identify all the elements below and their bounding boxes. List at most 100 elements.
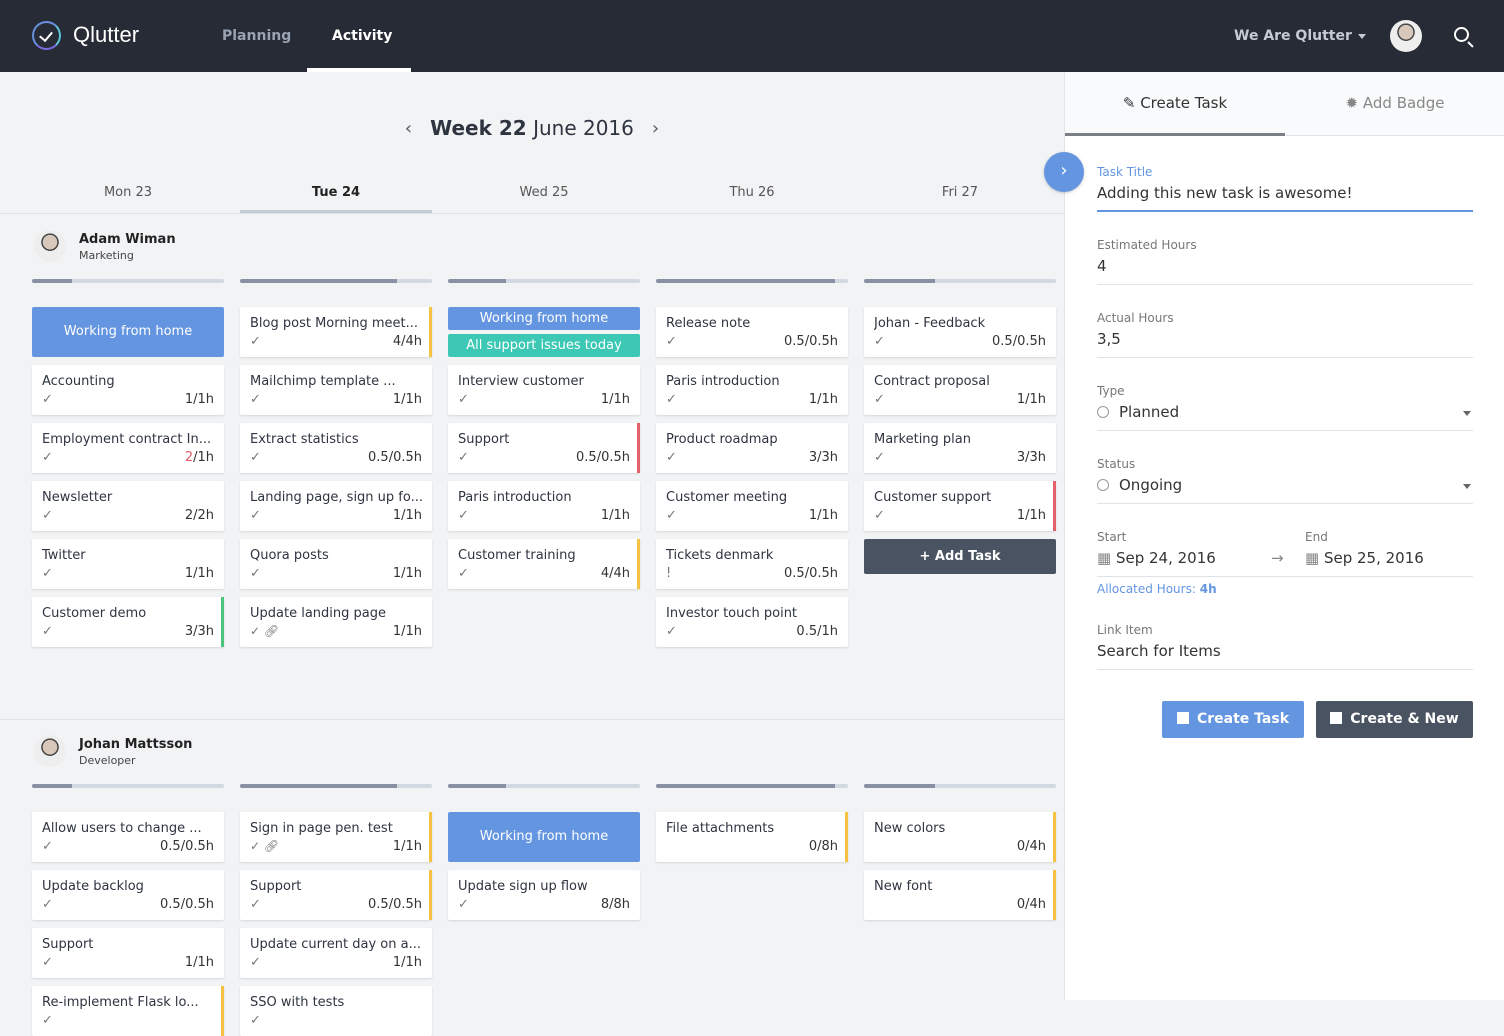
task-card[interactable]: Customer demo ✓ 3/3h xyxy=(32,597,224,647)
task-card[interactable]: Customer meeting ✓ 1/1h xyxy=(656,481,848,531)
task-card[interactable]: Update current day on a... ✓ 1/1h xyxy=(240,928,432,978)
check-icon[interactable]: ✓ xyxy=(42,624,53,639)
create-and-new-button[interactable]: Create & New xyxy=(1316,701,1473,738)
check-icon[interactable]: ✓ xyxy=(42,839,53,854)
working-from-home-card[interactable]: Working from home xyxy=(32,307,224,357)
check-icon[interactable]: ✓ xyxy=(458,897,469,912)
task-card[interactable]: New font 0/4h xyxy=(864,870,1056,920)
task-card[interactable]: Customer training ✓ 4/4h xyxy=(448,539,640,589)
check-icon[interactable]: ✓ xyxy=(250,955,261,970)
task-card[interactable]: Accounting ✓ 1/1h xyxy=(32,365,224,415)
check-icon[interactable]: ✓ xyxy=(42,897,53,912)
task-card[interactable]: Update backlog ✓ 0.5/0.5h xyxy=(32,870,224,920)
task-card[interactable]: Support ✓ 0.5/0.5h xyxy=(240,870,432,920)
task-card[interactable]: SSO with tests ✓ xyxy=(240,986,432,1036)
task-card[interactable]: Extract statistics ✓ 0.5/0.5h xyxy=(240,423,432,473)
check-icon[interactable]: ✓ xyxy=(42,955,53,970)
day-header[interactable]: Wed 25 xyxy=(519,185,569,200)
task-card[interactable]: Blog post Morning meet... ✓ 4/4h xyxy=(240,307,432,357)
task-card[interactable]: Sign in page pen. test ✓ 🔗︎ 1/1h xyxy=(240,812,432,862)
user-avatar[interactable] xyxy=(1390,20,1422,52)
task-card[interactable]: New colors 0/4h xyxy=(864,812,1056,862)
check-icon[interactable]: ✓ xyxy=(874,392,885,407)
task-card[interactable]: Tickets denmark! 0.5/0.5h xyxy=(656,539,848,589)
check-link-icons[interactable]: ✓ 🔗︎ xyxy=(250,839,280,853)
actual-hours-input[interactable]: 3,5 xyxy=(1097,330,1473,358)
nav-planning[interactable]: Planning xyxy=(222,28,292,44)
org-switcher[interactable]: We Are Qlutter xyxy=(1234,28,1366,44)
end-date-input[interactable]: Sep 25, 2016 xyxy=(1323,549,1424,567)
check-icon[interactable]: ✓ xyxy=(666,450,677,465)
task-card[interactable]: Allow users to change ... ✓ 0.5/0.5h xyxy=(32,812,224,862)
task-card[interactable]: Investor touch point ✓ 0.5/1h xyxy=(656,597,848,647)
tab-add-badge[interactable]: ✹ Add Badge xyxy=(1285,72,1504,136)
check-icon[interactable]: ✓ xyxy=(874,508,885,523)
task-card[interactable]: Newsletter ✓ 2/2h xyxy=(32,481,224,531)
day-header[interactable]: Thu 26 xyxy=(729,185,775,200)
check-icon[interactable]: ✓ xyxy=(666,334,677,349)
check-icon[interactable]: ✓ xyxy=(458,450,469,465)
create-task-button[interactable]: Create Task xyxy=(1162,701,1304,738)
alert-icon[interactable]: ! xyxy=(666,566,672,581)
task-card[interactable]: Contract proposal ✓ 1/1h xyxy=(864,365,1056,415)
task-card[interactable]: Support ✓ 0.5/0.5h xyxy=(448,423,640,473)
check-icon[interactable]: ✓ xyxy=(250,1013,261,1028)
day-header[interactable]: Mon 23 xyxy=(103,185,153,200)
task-card[interactable]: Product roadmap ✓ 3/3h xyxy=(656,423,848,473)
collapse-panel-button[interactable]: › xyxy=(1044,152,1084,192)
check-icon[interactable]: ✓ xyxy=(458,392,469,407)
task-card[interactable]: File attachments 0/8h xyxy=(656,812,848,862)
task-card[interactable]: Employment contract In... ✓ 2/1h xyxy=(32,423,224,473)
status-select[interactable]: Ongoing xyxy=(1097,476,1473,504)
check-icon[interactable]: ✓ xyxy=(874,334,885,349)
task-card[interactable]: Paris introduction ✓ 1/1h xyxy=(448,481,640,531)
task-card[interactable]: Landing page, sign up fo... ✓ 1/1h xyxy=(240,481,432,531)
check-link-icons[interactable]: ✓ 🔗︎ xyxy=(250,624,280,638)
working-from-home-card[interactable]: Working from home xyxy=(448,812,640,862)
task-card[interactable]: Mailchimp template ... ✓ 1/1h xyxy=(240,365,432,415)
check-icon[interactable]: ✓ xyxy=(42,392,53,407)
start-date-input[interactable]: Sep 24, 2016 xyxy=(1115,549,1216,567)
check-icon[interactable]: ✓ xyxy=(250,392,261,407)
task-card[interactable]: Customer support ✓ 1/1h xyxy=(864,481,1056,531)
check-icon[interactable]: ✓ xyxy=(458,566,469,581)
search-icon[interactable] xyxy=(1454,27,1469,42)
check-icon[interactable]: ✓ xyxy=(250,897,261,912)
check-icon[interactable]: ✓ xyxy=(874,450,885,465)
check-icon[interactable]: ✓ xyxy=(250,566,261,581)
task-card[interactable]: Update sign up flow ✓ 8/8h xyxy=(448,870,640,920)
check-icon[interactable]: ✓ xyxy=(42,450,53,465)
type-select[interactable]: Planned xyxy=(1097,403,1473,431)
working-from-home-card[interactable]: Working from home All support issues toda… xyxy=(448,307,640,357)
check-icon[interactable]: ✓ xyxy=(250,508,261,523)
task-card[interactable]: Twitter ✓ 1/1h xyxy=(32,539,224,589)
check-icon[interactable]: ✓ xyxy=(42,566,53,581)
check-icon[interactable]: ✓ xyxy=(458,508,469,523)
task-card[interactable]: Update landing page ✓ 🔗︎ 1/1h xyxy=(240,597,432,647)
task-card[interactable]: Support ✓ 1/1h xyxy=(32,928,224,978)
estimated-hours-input[interactable]: 4 xyxy=(1097,257,1473,285)
task-card[interactable]: Marketing plan ✓ 3/3h xyxy=(864,423,1056,473)
check-icon[interactable]: ✓ xyxy=(250,334,261,349)
check-icon[interactable]: ✓ xyxy=(250,450,261,465)
task-card[interactable]: Paris introduction ✓ 1/1h xyxy=(656,365,848,415)
tab-create-task[interactable]: ✎ Create Task xyxy=(1065,72,1285,136)
day-header[interactable]: Tue 24 xyxy=(311,185,361,200)
check-icon[interactable]: ✓ xyxy=(666,392,677,407)
task-title-input[interactable]: Adding this new task is awesome! xyxy=(1097,184,1473,212)
check-icon[interactable]: ✓ xyxy=(42,508,53,523)
task-card[interactable]: Johan - Feedback ✓ 0.5/0.5h xyxy=(864,307,1056,357)
task-card[interactable]: Quora posts ✓ 1/1h xyxy=(240,539,432,589)
task-card[interactable]: Re-implement Flask lo... ✓ xyxy=(32,986,224,1036)
nav-activity[interactable]: Activity xyxy=(332,28,393,44)
link-item-search[interactable]: Search for Items xyxy=(1097,642,1473,670)
check-icon[interactable]: ✓ xyxy=(666,508,677,523)
prev-week-button[interactable]: ‹ xyxy=(404,117,413,139)
add-task-button[interactable]: + Add Task xyxy=(864,539,1056,574)
next-week-button[interactable]: › xyxy=(651,117,660,139)
day-header[interactable]: Fri 27 xyxy=(941,185,979,200)
task-card[interactable]: Release note ✓ 0.5/0.5h xyxy=(656,307,848,357)
task-card[interactable]: Interview customer ✓ 1/1h xyxy=(448,365,640,415)
check-icon[interactable]: ✓ xyxy=(42,1013,53,1028)
check-icon[interactable]: ✓ xyxy=(666,624,677,639)
